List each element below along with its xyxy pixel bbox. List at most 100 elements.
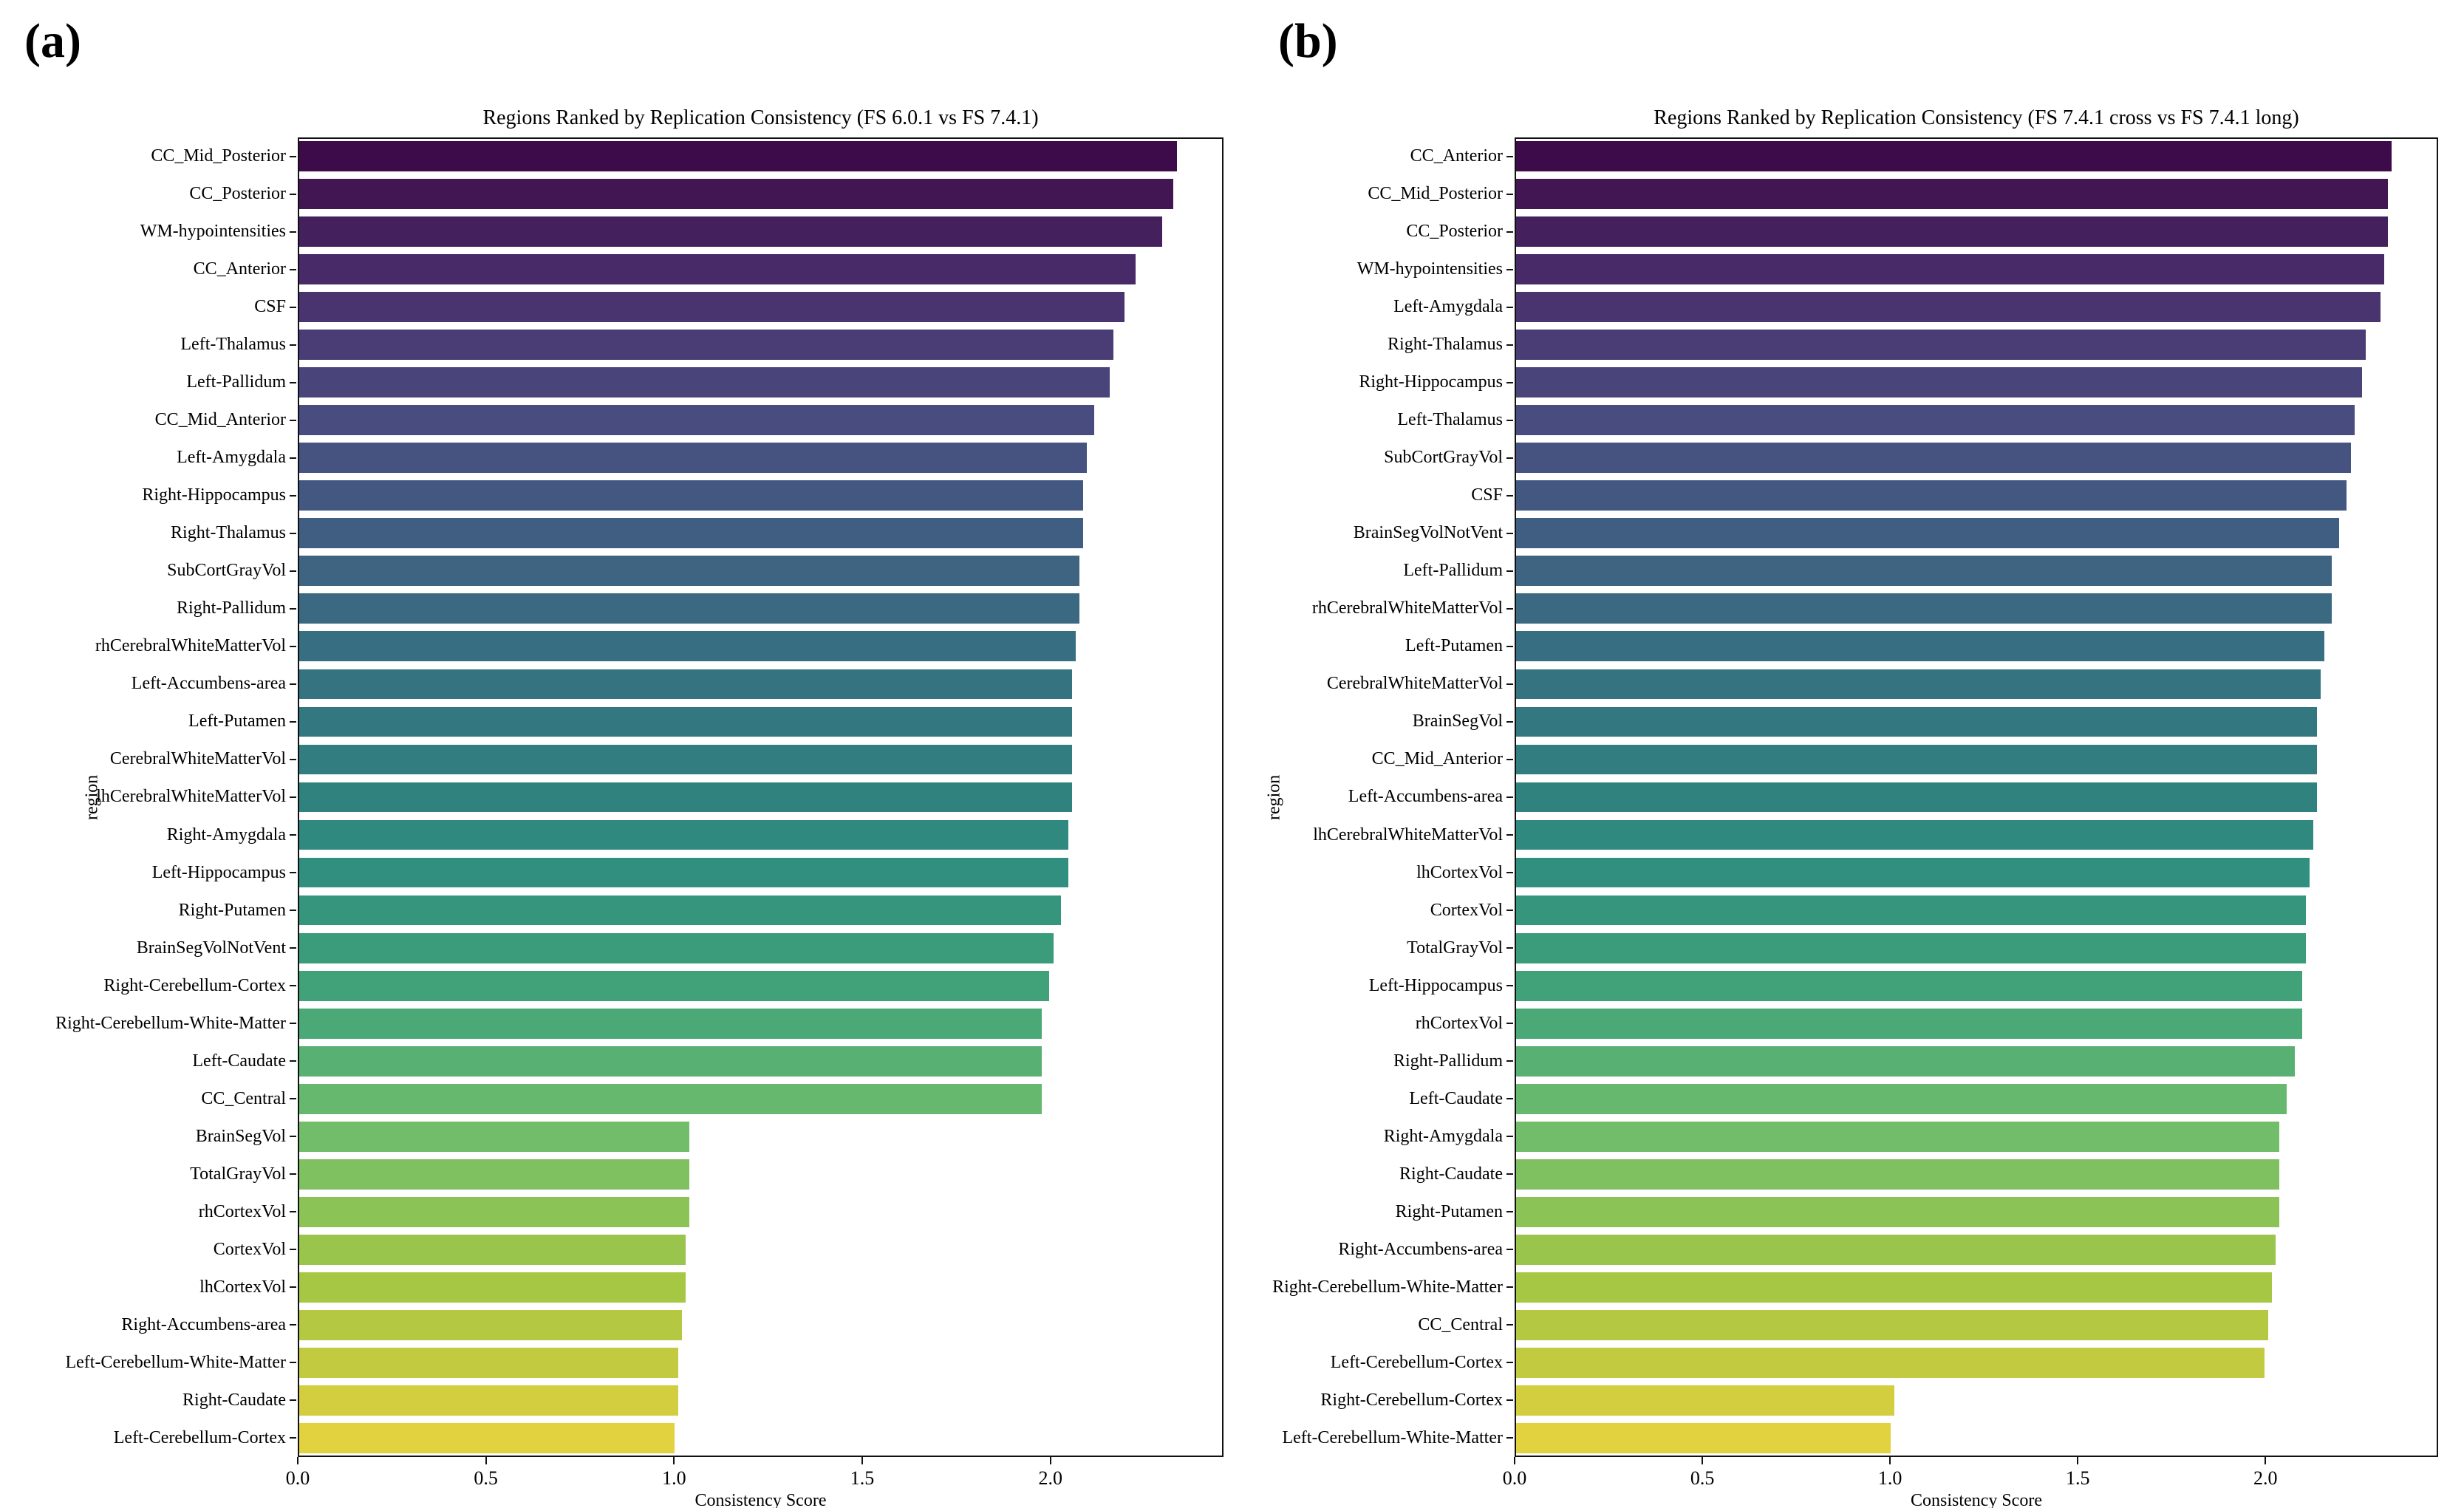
x-tick-label-2.0: 2.0: [1038, 1467, 1062, 1489]
y-tick-label-Left-Accumbens-area: Left-Accumbens-area: [1348, 787, 1503, 807]
x-tick-label-1.5: 1.5: [2065, 1467, 2090, 1489]
y-tick-label-rhCortexVol: rhCortexVol: [1415, 1013, 1503, 1033]
panel-b-xticks: 0.0 0.5 1.0 1.5 2.0: [1503, 1457, 2438, 1508]
bar-CC_Mid_Posterior: [299, 141, 1178, 171]
y-tick-mark: [1506, 457, 1513, 459]
y-tick-label-Right-Cerebellum-White-Matter: Right-Cerebellum-White-Matter: [1272, 1277, 1503, 1297]
bar-SubCortGrayVol: [1516, 443, 2351, 474]
bar-Right-Cerebellum-Cortex: [1516, 1385, 1894, 1416]
y-tick-mark: [290, 607, 296, 610]
y-tick-mark: [1506, 1286, 1513, 1289]
bar-Left-Caudate: [299, 1045, 1042, 1077]
y-tick-label-Left-Cerebellum-Cortex: Left-Cerebellum-Cortex: [113, 1427, 286, 1447]
y-tick-mark: [1506, 1023, 1513, 1025]
y-tick-mark: [1506, 758, 1513, 760]
bar-Right-Hippocampus: [1516, 367, 2362, 398]
x-tick-mark: [1889, 1457, 1891, 1464]
y-tick-label-CC_Mid_Anterior: CC_Mid_Anterior: [154, 410, 286, 430]
bar-Left-Putamen: [299, 706, 1072, 737]
bar-Right-Cerebellum-White-Matter: [1516, 1272, 2273, 1303]
y-tick-label-CSF: CSF: [254, 297, 286, 317]
bar-Left-Accumbens-area: [1516, 782, 2317, 813]
bar-CortexVol: [299, 1234, 686, 1265]
y-tick-mark: [290, 1211, 296, 1213]
y-tick-label-Right-Cerebellum-Cortex: Right-Cerebellum-Cortex: [1320, 1390, 1503, 1410]
y-tick-mark: [290, 457, 296, 459]
y-tick-label-Left-Hippocampus: Left-Hippocampus: [151, 862, 286, 882]
bar-Left-Thalamus: [1516, 405, 2355, 436]
y-tick-mark: [1506, 947, 1513, 949]
bar-BrainSegVol: [1516, 706, 2317, 737]
bar-CC_Central: [299, 1083, 1042, 1114]
x-tick-mark: [861, 1457, 864, 1464]
y-tick-label-Right-Hippocampus: Right-Hippocampus: [142, 485, 286, 505]
x-tick-mark: [673, 1457, 675, 1464]
bar-lhCerebralWhiteMatterVol: [1516, 819, 2313, 850]
y-tick-mark: [1506, 306, 1513, 308]
y-tick-mark: [1506, 231, 1513, 233]
panel-a-ylabels: CC_Mid_Posterior CC_Posterior WM-hypointen…: [32, 137, 298, 1457]
y-tick-label-BrainSegVol: BrainSegVol: [1412, 712, 1503, 731]
y-tick-label-Right-Cerebellum-Cortex: Right-Cerebellum-Cortex: [103, 975, 286, 995]
y-tick-mark: [1506, 872, 1513, 874]
bar-Right-Cerebellum-White-Matter: [299, 1008, 1042, 1039]
bar-CC_Mid_Anterior: [1516, 744, 2317, 775]
y-tick-mark: [290, 1249, 296, 1251]
bar-Right-Accumbens-area: [299, 1309, 682, 1340]
y-tick-label-Right-Thalamus: Right-Thalamus: [171, 523, 286, 543]
bar-Right-Cerebellum-Cortex: [299, 970, 1050, 1001]
bar-TotalGrayVol: [1516, 932, 2306, 963]
y-tick-mark: [1506, 1249, 1513, 1251]
y-tick-label-Left-Pallidum: Left-Pallidum: [186, 372, 286, 392]
panel-a-title: Regions Ranked by Replication Consistenc…: [482, 106, 1039, 129]
bar-rhCortexVol: [299, 1196, 690, 1227]
y-tick-label-rhCortexVol: rhCortexVol: [198, 1201, 286, 1221]
panel-a: Regions Ranked by Replication Consistenc…: [55, 106, 1224, 1508]
bar-WM-hypointensities: [299, 216, 1162, 247]
y-tick-label-Right-Caudate: Right-Caudate: [1399, 1164, 1503, 1184]
bar-Left-Pallidum: [1516, 556, 2332, 587]
panel-b-ylabels: CC_Anterior CC_Mid_Posterior CC_Posterior W…: [1249, 137, 1515, 1457]
y-tick-mark: [1506, 796, 1513, 798]
y-tick-mark: [290, 910, 296, 912]
y-tick-label-CC_Central: CC_Central: [201, 1088, 286, 1108]
x-tick-mark: [2077, 1457, 2079, 1464]
y-tick-label-Right-Amygdala: Right-Amygdala: [1383, 1126, 1503, 1146]
bar-Right-Putamen: [1516, 1196, 2280, 1227]
bar-rhCerebralWhiteMatterVol: [1516, 593, 2332, 624]
bar-CSF: [1516, 480, 2347, 511]
y-tick-mark: [290, 758, 296, 760]
y-tick-label-Right-Hippocampus: Right-Hippocampus: [1359, 372, 1503, 392]
bar-Right-Pallidum: [1516, 1045, 2295, 1077]
y-tick-mark: [290, 155, 296, 157]
y-tick-mark: [1506, 1211, 1513, 1213]
y-tick-label-Left-Pallidum: Left-Pallidum: [1403, 561, 1503, 581]
y-tick-label-CortexVol: CortexVol: [213, 1239, 286, 1259]
y-tick-label-WM-hypointensities: WM-hypointensities: [140, 222, 286, 242]
bar-CC_Posterior: [299, 179, 1173, 209]
y-tick-mark: [290, 947, 296, 949]
bar-lhCortexVol: [1516, 857, 2310, 888]
y-tick-mark: [1506, 419, 1513, 421]
x-tick-label-0.5: 0.5: [474, 1467, 498, 1489]
y-tick-label-Left-Thalamus: Left-Thalamus: [180, 335, 286, 355]
y-tick-mark: [1506, 1060, 1513, 1062]
y-tick-label-Right-Putamen: Right-Putamen: [1395, 1201, 1503, 1221]
y-tick-label-TotalGrayVol: TotalGrayVol: [190, 1164, 286, 1184]
y-tick-mark: [290, 193, 296, 195]
y-tick-label-Left-Amygdala: Left-Amygdala: [1393, 297, 1503, 317]
bar-BrainSegVol: [299, 1121, 690, 1152]
panel-a-xticks: 0.0 0.5 1.0 1.5 2.0: [286, 1457, 1224, 1508]
y-tick-mark: [1506, 381, 1513, 383]
y-tick-mark: [290, 1399, 296, 1402]
x-tick-label-0.5: 0.5: [1690, 1467, 1715, 1489]
y-tick-label-CC_Mid_Anterior: CC_Mid_Anterior: [1371, 749, 1503, 769]
x-tick-label-0.0: 0.0: [285, 1467, 310, 1489]
bar-rhCortexVol: [1516, 1008, 2302, 1039]
y-tick-label-CerebralWhiteMatterVol: CerebralWhiteMatterVol: [109, 749, 286, 769]
bar-CerebralWhiteMatterVol: [299, 744, 1072, 775]
y-tick-mark: [1506, 683, 1513, 685]
y-tick-mark: [1506, 1399, 1513, 1402]
y-tick-mark: [1506, 645, 1513, 647]
y-tick-label-Right-Caudate: Right-Caudate: [182, 1390, 286, 1410]
